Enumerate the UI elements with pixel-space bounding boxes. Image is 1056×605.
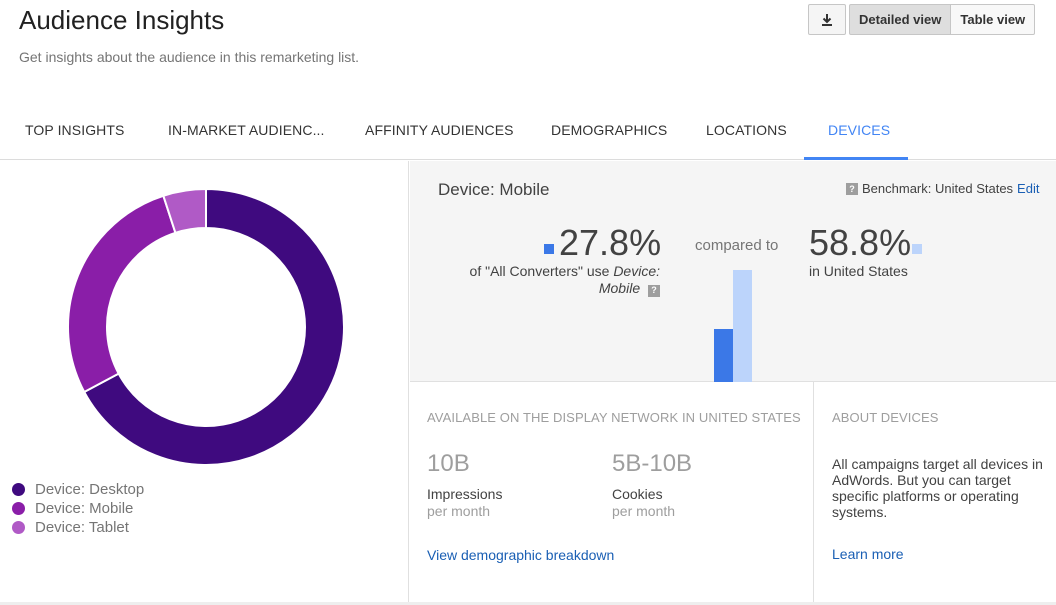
availability-panel: [410, 382, 814, 602]
compared-to-label: compared to: [695, 237, 779, 254]
view-demographic-breakdown-link[interactable]: View demographic breakdown: [427, 547, 615, 563]
legend-item[interactable]: Device: Tablet: [12, 518, 144, 537]
device-donut-chart: [67, 187, 345, 466]
tab-locations[interactable]: LOCATIONS: [706, 122, 787, 138]
legend-label: Device: Tablet: [35, 519, 129, 536]
legend-label: Device: Desktop: [35, 481, 145, 498]
benchmark-color-square: [912, 244, 922, 254]
legend-label: Device: Mobile: [35, 500, 134, 517]
legend-dot-tablet: [12, 521, 25, 534]
cookies-label: Cookies: [612, 486, 663, 502]
legend-item[interactable]: Device: Mobile: [12, 499, 144, 518]
device-detail-title: Device: Mobile: [438, 180, 550, 199]
tab-bar: TOP INSIGHTS IN-MARKET AUDIENC... AFFINI…: [0, 100, 1056, 160]
learn-more-link[interactable]: Learn more: [832, 546, 904, 562]
download-button[interactable]: [808, 4, 846, 35]
donut-slice-desktop[interactable]: [82, 187, 345, 466]
benchmark-value: United States: [935, 181, 1014, 196]
page-title: Audience Insights: [19, 5, 225, 35]
help-icon[interactable]: ?: [846, 182, 858, 195]
impressions-value: 10B: [427, 450, 470, 477]
help-icon[interactable]: ?: [648, 284, 660, 297]
availability-heading: AVAILABLE ON THE DISPLAY NETWORK IN UNIT…: [427, 410, 801, 425]
tab-demographics[interactable]: DEMOGRAPHICS: [551, 122, 668, 138]
audience-bar: [714, 329, 733, 382]
tab-devices[interactable]: DEVICES: [828, 122, 891, 138]
donut-slice-mobile[interactable]: [67, 194, 177, 394]
about-text: All campaigns target all devices in AdWo…: [832, 456, 1043, 520]
benchmark-label: Benchmark:: [862, 181, 932, 196]
bottom-divider: [0, 602, 1056, 605]
benchmark-edit-link[interactable]: Edit: [1017, 181, 1040, 196]
audience-desc-mobile: Mobile: [598, 280, 641, 296]
legend-dot-desktop: [12, 483, 25, 496]
impressions-sub: per month: [427, 503, 491, 519]
tab-affinity-audiences[interactable]: AFFINITY AUDIENCES: [365, 122, 514, 138]
active-tab-indicator: [804, 157, 908, 160]
tab-in-market-audiences[interactable]: IN-MARKET AUDIENC...: [168, 122, 325, 138]
donut-slice-tablet[interactable]: [162, 187, 207, 235]
audience-desc-device: Device:: [613, 263, 660, 279]
audience-desc-text: of "All Converters" use: [469, 263, 610, 279]
device-chart-panel: [2, 161, 409, 602]
audience-percentage: 27.8%: [559, 222, 662, 263]
impressions-label: Impressions: [427, 486, 503, 502]
tab-top-insights[interactable]: TOP INSIGHTS: [25, 122, 125, 138]
page-subtitle: Get insights about the audience in this …: [19, 49, 360, 65]
chart-legend: Device: Desktop Device: Mobile Device: T…: [12, 480, 144, 537]
detailed-view-button[interactable]: Detailed view: [849, 4, 952, 35]
about-heading: ABOUT DEVICES: [832, 410, 939, 425]
benchmark-bar: [733, 270, 752, 382]
benchmark-percentage: 58.8%: [809, 222, 912, 263]
audience-color-square: [544, 244, 554, 254]
benchmark-description: in United States: [809, 263, 908, 279]
benchmark-selector: ? Benchmark: United States Edit: [846, 181, 1039, 196]
download-icon: [822, 13, 832, 26]
audience-description: of "All Converters" use Device: Mobile ?: [468, 263, 660, 297]
cookies-sub: per month: [612, 503, 676, 519]
legend-item[interactable]: Device: Desktop: [12, 480, 144, 499]
view-toggle: Detailed view Table view: [849, 4, 1036, 35]
table-view-button[interactable]: Table view: [951, 4, 1036, 35]
cookies-value: 5B-10B: [612, 450, 693, 477]
legend-dot-mobile: [12, 502, 25, 515]
